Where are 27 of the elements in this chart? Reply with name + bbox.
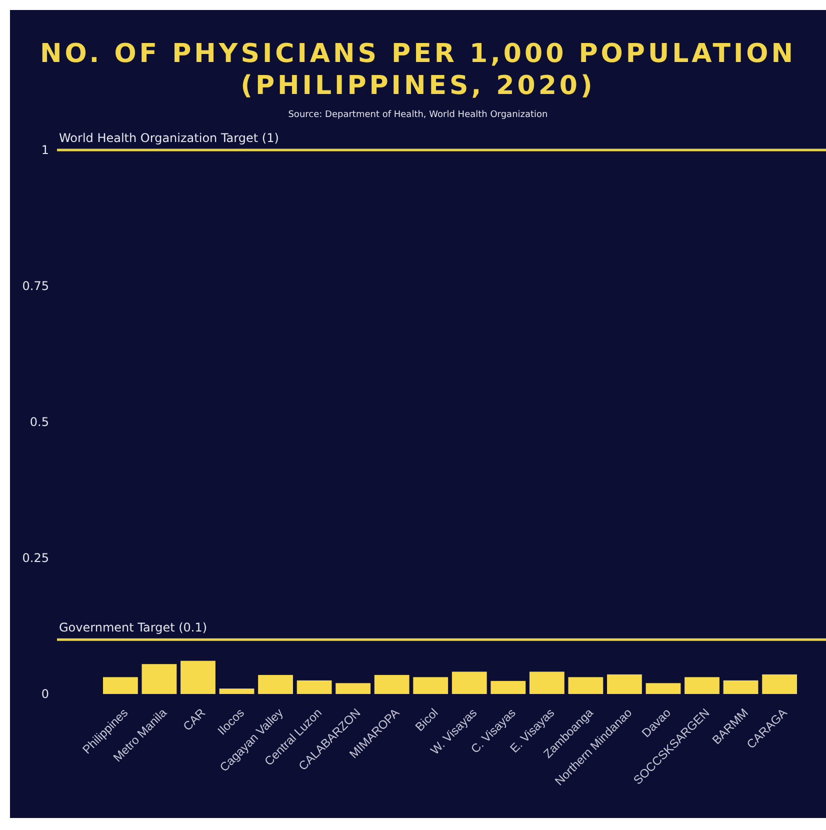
- bar: [490, 680, 526, 694]
- y-tick-label: 0.25: [22, 550, 49, 565]
- y-tick-label: 0: [41, 686, 49, 701]
- bar: [336, 683, 371, 694]
- bar: [296, 680, 332, 694]
- bar: [452, 672, 487, 694]
- ref-line-label: World Health Organization Target (1): [59, 131, 279, 145]
- bar: [374, 674, 410, 694]
- bar: [219, 688, 254, 694]
- bar: [103, 677, 138, 694]
- bar: [413, 677, 448, 694]
- bar: [568, 677, 604, 694]
- chart-title: NO. OF PHYSICIANS PER 1,000 POPULATION (PHILIPPINES, 2020): [40, 39, 796, 101]
- y-tick-label: 0.75: [22, 278, 49, 293]
- bar: [180, 660, 216, 694]
- bar: [529, 672, 564, 694]
- bar: [607, 674, 642, 694]
- y-tick-label: 0.5: [30, 414, 49, 429]
- bar: [258, 674, 293, 694]
- ref-line-label: Government Target (0.1): [59, 620, 208, 635]
- bar: [646, 683, 681, 694]
- bar: [142, 664, 177, 694]
- y-tick-label: 1: [41, 142, 49, 157]
- bar: [684, 677, 720, 694]
- source-note: Source: Department of Health, World Health Organization: [288, 110, 548, 120]
- bar: [762, 674, 797, 694]
- bar: [723, 680, 758, 694]
